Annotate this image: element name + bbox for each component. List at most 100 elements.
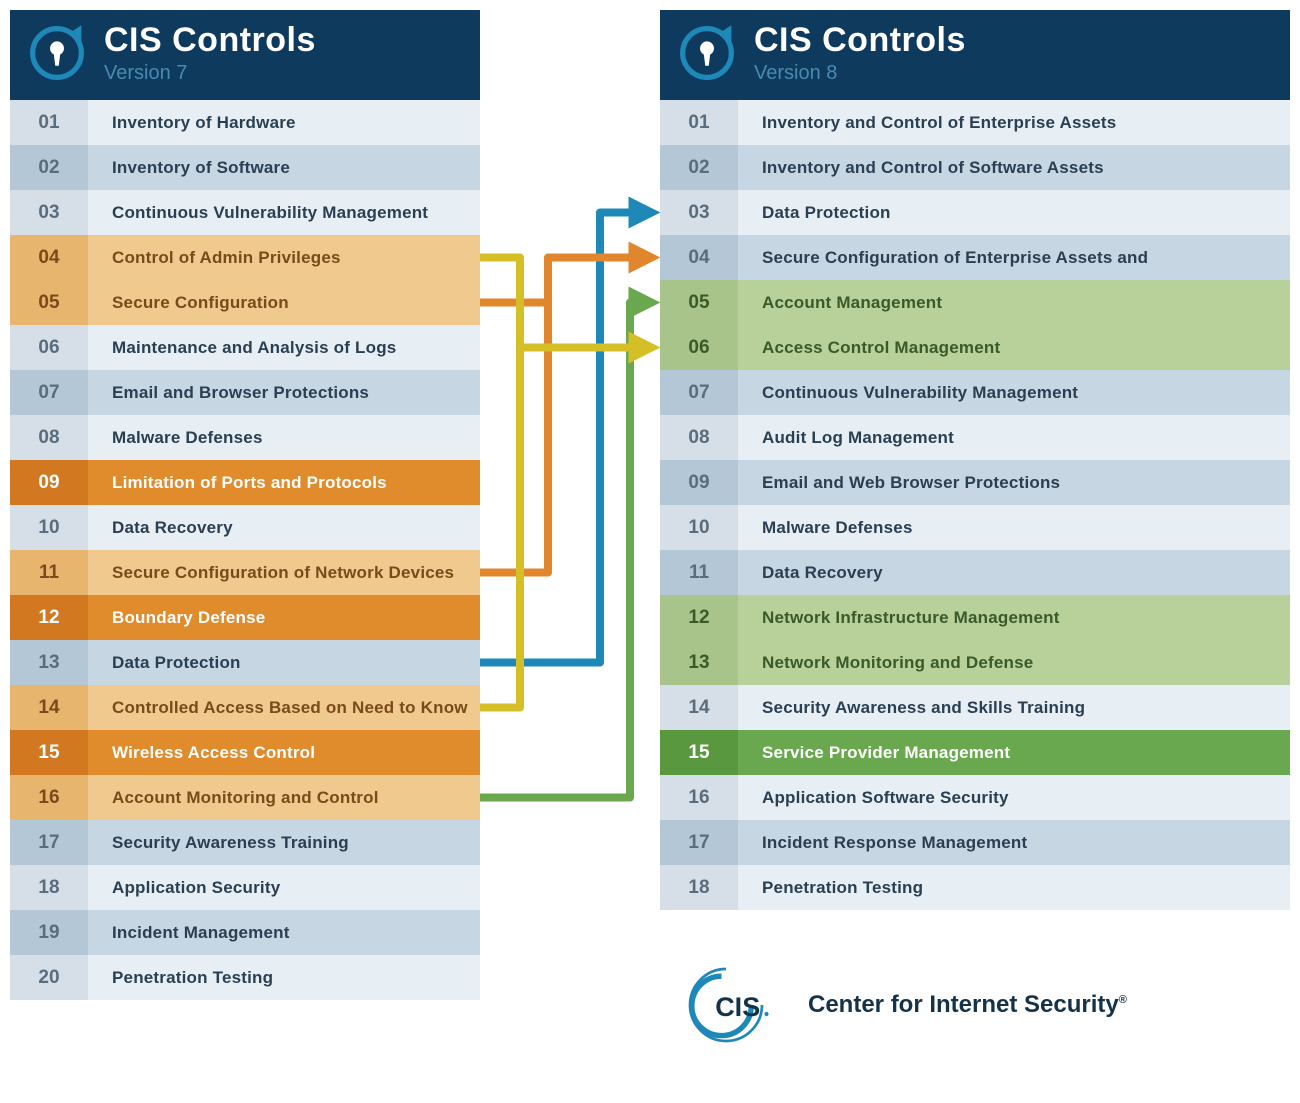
right-row-08: 08Audit Log Management xyxy=(660,415,1290,460)
row-number: 20 xyxy=(10,955,88,1000)
row-label: Boundary Defense xyxy=(88,595,480,640)
row-label: Malware Defenses xyxy=(738,505,1290,550)
row-number: 14 xyxy=(10,685,88,730)
right-row-18: 18Penetration Testing xyxy=(660,865,1290,910)
svg-text:CIS: CIS xyxy=(715,992,760,1022)
row-label: Inventory of Software xyxy=(88,145,480,190)
row-number: 17 xyxy=(660,820,738,865)
row-number: 11 xyxy=(10,550,88,595)
left-header: CIS Controls Version 7 xyxy=(10,10,480,100)
row-number: 01 xyxy=(10,100,88,145)
row-label: Service Provider Management xyxy=(738,730,1290,775)
row-number: 06 xyxy=(660,325,738,370)
left-row-03: 03Continuous Vulnerability Management xyxy=(10,190,480,235)
row-label: Secure Configuration of Enterprise Asset… xyxy=(738,235,1290,280)
row-label: Audit Log Management xyxy=(738,415,1290,460)
row-label: Security Awareness Training xyxy=(88,820,480,865)
left-row-14: 14Controlled Access Based on Need to Kno… xyxy=(10,685,480,730)
row-label: Data Recovery xyxy=(88,505,480,550)
right-row-16: 16Application Software Security xyxy=(660,775,1290,820)
row-label: Inventory and Control of Enterprise Asse… xyxy=(738,100,1290,145)
right-row-05: 05Account Management xyxy=(660,280,1290,325)
row-label: Limitation of Ports and Protocols xyxy=(88,460,480,505)
left-row-18: 18Application Security xyxy=(10,865,480,910)
row-label: Continuous Vulnerability Management xyxy=(738,370,1290,415)
row-number: 13 xyxy=(660,640,738,685)
left-row-19: 19Incident Management xyxy=(10,910,480,955)
arrow-arrow_orange xyxy=(480,258,646,573)
row-label: Data Protection xyxy=(738,190,1290,235)
row-number: 15 xyxy=(10,730,88,775)
row-number: 12 xyxy=(660,595,738,640)
footer-logo: CIS Center for Internet Security® xyxy=(680,960,1127,1050)
right-row-01: 01Inventory and Control of Enterprise As… xyxy=(660,100,1290,145)
left-title: CIS Controls xyxy=(104,21,316,60)
row-number: 11 xyxy=(660,550,738,595)
row-number: 16 xyxy=(660,775,738,820)
row-label: Data Recovery xyxy=(738,550,1290,595)
left-row-15: 15Wireless Access Control xyxy=(10,730,480,775)
cis-lock-icon xyxy=(28,24,86,82)
row-number: 07 xyxy=(10,370,88,415)
row-label: Control of Admin Privileges xyxy=(88,235,480,280)
row-label: Malware Defenses xyxy=(88,415,480,460)
row-number: 08 xyxy=(660,415,738,460)
right-row-12: 12Network Infrastructure Management xyxy=(660,595,1290,640)
row-number: 01 xyxy=(660,100,738,145)
right-row-04: 04Secure Configuration of Enterprise Ass… xyxy=(660,235,1290,280)
row-number: 07 xyxy=(660,370,738,415)
left-row-01: 01Inventory of Hardware xyxy=(10,100,480,145)
right-row-15: 15Service Provider Management xyxy=(660,730,1290,775)
right-row-11: 11Data Recovery xyxy=(660,550,1290,595)
cis-lock-icon xyxy=(678,24,736,82)
row-number: 12 xyxy=(10,595,88,640)
row-label: Account Monitoring and Control xyxy=(88,775,480,820)
row-label: Secure Configuration of Network Devices xyxy=(88,550,480,595)
row-label: Access Control Management xyxy=(738,325,1290,370)
left-row-16: 16Account Monitoring and Control xyxy=(10,775,480,820)
row-label: Security Awareness and Skills Training xyxy=(738,685,1290,730)
left-row-20: 20Penetration Testing xyxy=(10,955,480,1000)
left-row-17: 17Security Awareness Training xyxy=(10,820,480,865)
row-number: 10 xyxy=(10,505,88,550)
cis-footer-icon: CIS xyxy=(680,960,790,1050)
row-label: Maintenance and Analysis of Logs xyxy=(88,325,480,370)
left-row-06: 06Maintenance and Analysis of Logs xyxy=(10,325,480,370)
right-title: CIS Controls xyxy=(754,21,966,60)
row-number: 18 xyxy=(660,865,738,910)
row-number: 03 xyxy=(660,190,738,235)
left-row-11: 11Secure Configuration of Network Device… xyxy=(10,550,480,595)
row-label: Incident Management xyxy=(88,910,480,955)
row-number: 14 xyxy=(660,685,738,730)
row-number: 06 xyxy=(10,325,88,370)
row-label: Email and Browser Protections xyxy=(88,370,480,415)
row-number: 03 xyxy=(10,190,88,235)
left-row-09: 09Limitation of Ports and Protocols xyxy=(10,460,480,505)
row-number: 05 xyxy=(10,280,88,325)
row-label: Email and Web Browser Protections xyxy=(738,460,1290,505)
row-label: Inventory and Control of Software Assets xyxy=(738,145,1290,190)
left-row-04: 04Control of Admin Privileges xyxy=(10,235,480,280)
right-column: CIS Controls Version 8 01Inventory and C… xyxy=(660,10,1290,910)
left-rows: 01Inventory of Hardware02Inventory of So… xyxy=(10,100,480,1000)
right-row-07: 07Continuous Vulnerability Management xyxy=(660,370,1290,415)
right-header: CIS Controls Version 8 xyxy=(660,10,1290,100)
row-number: 10 xyxy=(660,505,738,550)
row-label: Incident Response Management xyxy=(738,820,1290,865)
row-number: 19 xyxy=(10,910,88,955)
row-number: 15 xyxy=(660,730,738,775)
left-row-05: 05Secure Configuration xyxy=(10,280,480,325)
row-label: Wireless Access Control xyxy=(88,730,480,775)
left-row-13: 13Data Protection xyxy=(10,640,480,685)
row-number: 09 xyxy=(660,460,738,505)
footer-reg: ® xyxy=(1119,994,1127,1006)
left-row-08: 08Malware Defenses xyxy=(10,415,480,460)
right-row-06: 06Access Control Management xyxy=(660,325,1290,370)
row-label: Controlled Access Based on Need to Know xyxy=(88,685,480,730)
row-label: Penetration Testing xyxy=(88,955,480,1000)
row-number: 08 xyxy=(10,415,88,460)
row-label: Network Infrastructure Management xyxy=(738,595,1290,640)
row-number: 18 xyxy=(10,865,88,910)
row-number: 09 xyxy=(10,460,88,505)
right-row-14: 14Security Awareness and Skills Training xyxy=(660,685,1290,730)
